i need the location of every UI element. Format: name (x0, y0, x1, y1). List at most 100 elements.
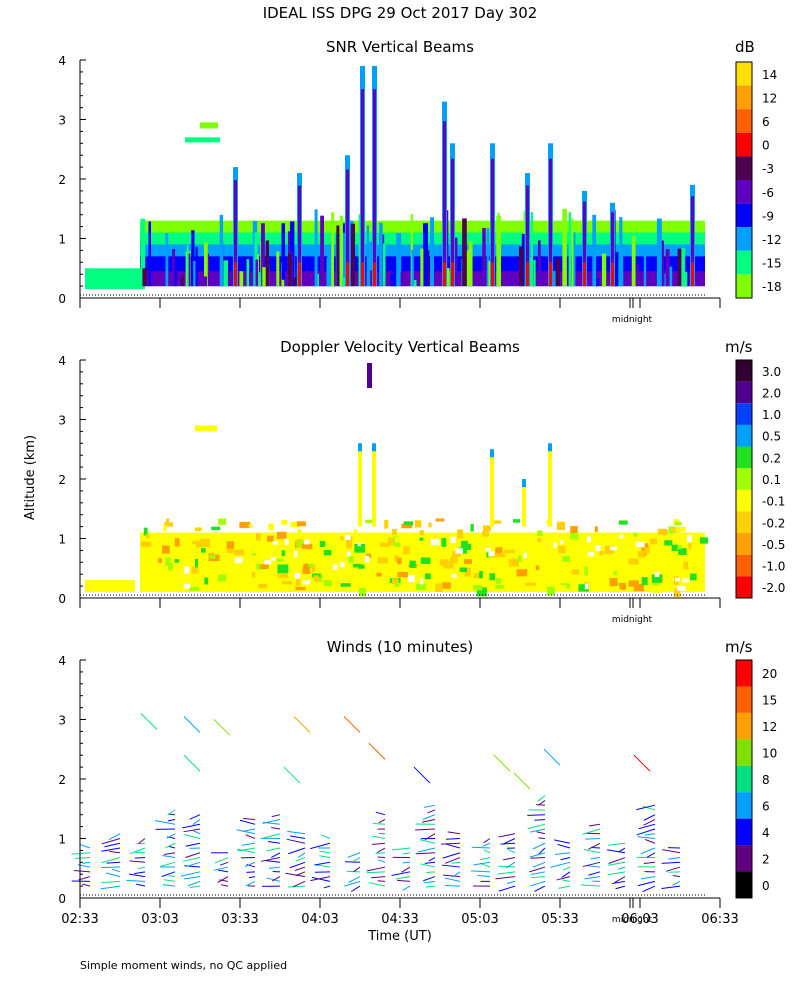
wind-barb (637, 836, 656, 839)
wind-barb (323, 885, 331, 889)
wind-barb (160, 861, 176, 867)
wind-barb (608, 861, 626, 866)
velocity-plume-top (522, 479, 526, 487)
velocity-speck (303, 563, 309, 570)
y-tick-label: 1 (58, 533, 66, 547)
wind-barb (588, 842, 601, 850)
wind-barb (583, 849, 601, 854)
velocity-speck (428, 522, 432, 528)
velocity-speck (415, 583, 427, 590)
velocity-speck (516, 569, 528, 577)
velocity-gap (183, 583, 191, 589)
velocity-speck (380, 542, 391, 548)
velocity-speck (644, 545, 650, 554)
velocity-speck (559, 584, 567, 591)
snr-streak (571, 218, 574, 287)
velocity-speck (512, 519, 521, 523)
colorbar-label: 3.0 (762, 365, 781, 379)
velocity-speck (304, 563, 314, 568)
wind-barb (562, 879, 571, 882)
velocity-speck (162, 545, 170, 554)
velocity-speck (628, 558, 639, 565)
velocity-speck (319, 540, 326, 547)
snr-plume-core (611, 212, 614, 287)
wind-barb (636, 828, 656, 836)
velocity-speck (346, 542, 353, 549)
velocity-speck (546, 586, 555, 596)
velocity-speck (403, 546, 410, 555)
snr-streak (314, 209, 318, 287)
velocity-plume-top (490, 449, 494, 458)
velocity-gap (584, 583, 589, 590)
snr-streak (193, 260, 198, 287)
velocity-speck (348, 556, 354, 563)
wind-barb (537, 795, 546, 802)
wind-barb (531, 876, 546, 879)
colorbar-label: 4 (762, 826, 770, 840)
velocity-speck (340, 536, 344, 541)
velocity-speck (311, 563, 316, 573)
wind-barb (310, 876, 331, 882)
velocity-speck (218, 518, 227, 525)
y-tick-label: 2 (58, 173, 66, 187)
velocity-speck (258, 584, 268, 589)
velocity-gap (302, 580, 310, 585)
snr-streak (537, 240, 541, 287)
velocity-speck (674, 537, 682, 543)
snr-streak (667, 266, 673, 287)
wind-barb (372, 835, 386, 839)
snr-streak (191, 230, 195, 287)
velocity-plume (358, 443, 362, 527)
velocity-speck (419, 537, 424, 541)
snr-streak (368, 241, 374, 287)
wind-barb (290, 835, 306, 839)
velocity-speck (461, 540, 468, 548)
wind-barb (366, 866, 386, 872)
velocity-speck (677, 548, 687, 555)
colorbar-swatch (736, 489, 752, 512)
x-tick-label: 06:33 (701, 912, 738, 927)
velocity-gap (674, 577, 680, 582)
snr-streak (562, 208, 567, 287)
y-tick-label: 0 (58, 892, 66, 906)
wind-barb (349, 722, 361, 733)
colorbar-swatch (736, 765, 752, 793)
wind-barb (423, 876, 436, 882)
velocity-speck (340, 583, 351, 587)
wind-barb (344, 880, 361, 887)
wind-barb (642, 885, 656, 893)
wind-barbs (71, 713, 681, 893)
snr-plume-core (298, 185, 301, 287)
snr-streak (665, 249, 670, 287)
wind-barb (105, 872, 121, 878)
velocity-speck (633, 583, 644, 592)
y-tick-label: 0 (58, 592, 66, 606)
velocity-speck (699, 537, 709, 544)
snr-colorbar-unit: dB (735, 38, 755, 56)
axes-panel-2: 0 1 2 3 4 midnight (58, 354, 721, 625)
wind-barb (347, 852, 361, 858)
velocity-speck (674, 521, 682, 526)
wind-barb (483, 838, 491, 844)
wind-barb (288, 847, 306, 855)
velocity-speck (457, 529, 464, 539)
wind-barb (499, 760, 511, 772)
wind-barb (268, 841, 281, 844)
snr-streak (379, 222, 383, 287)
wind-barb (245, 880, 256, 887)
colorbar-label: 2.0 (762, 386, 781, 400)
wind-barb (536, 831, 546, 835)
wind-barb (633, 754, 641, 762)
velocity-speck (569, 533, 579, 540)
colorbar-swatch (736, 818, 752, 846)
snr-streak (186, 245, 189, 287)
colorbar-swatch (736, 424, 752, 447)
velocity-speck (649, 538, 658, 545)
wind-barb (529, 852, 546, 858)
snr-streak (258, 272, 262, 287)
velocity-speck (599, 550, 604, 556)
wind-barb (106, 861, 121, 864)
velocity-speck (648, 545, 658, 552)
velocity-gap (587, 552, 594, 557)
snr-streak (660, 240, 664, 287)
